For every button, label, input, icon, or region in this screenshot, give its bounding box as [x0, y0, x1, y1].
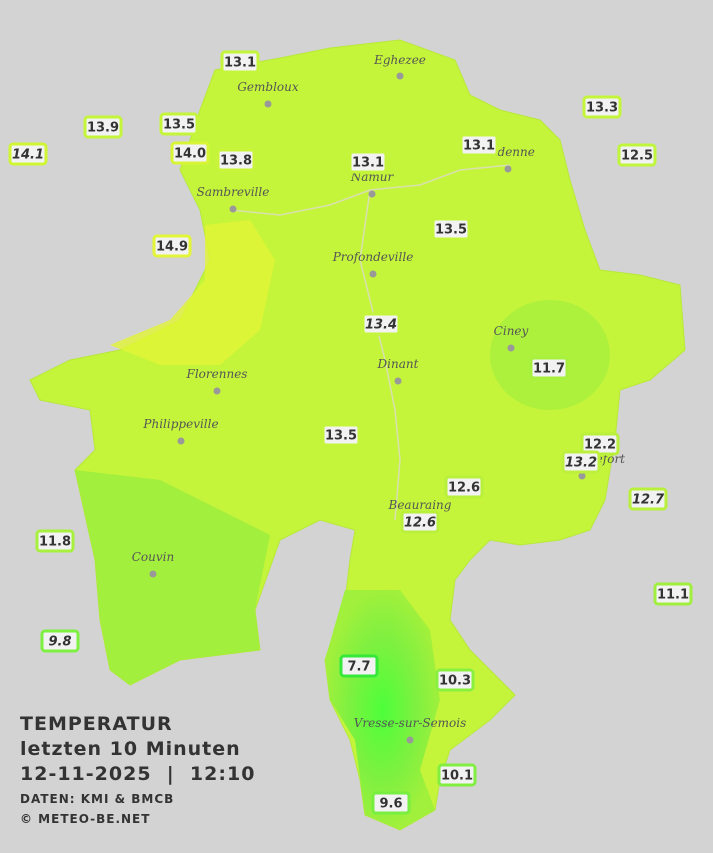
station-box	[617, 143, 657, 167]
station-value: 10.1	[441, 769, 473, 784]
station-box	[431, 217, 471, 241]
town-dot	[149, 570, 157, 578]
station-value: 13.5	[163, 118, 195, 133]
timestamp: 12-11-2025 | 12:10	[20, 763, 255, 785]
station-box	[529, 356, 569, 380]
town-dot	[578, 472, 586, 480]
town-label: Sambreville	[197, 185, 270, 199]
station-box	[361, 312, 401, 336]
station-box	[83, 115, 123, 139]
town-label: Vresse-sur-Semois	[354, 716, 467, 730]
town-dot	[369, 270, 377, 278]
town-label: Couvin	[132, 550, 174, 564]
station-box	[159, 112, 199, 136]
station-box	[444, 475, 484, 499]
station-box	[561, 450, 601, 474]
station-box	[437, 763, 477, 787]
town-dot	[396, 72, 404, 80]
station-value: 9.6	[379, 797, 402, 812]
town-label: Beauraing	[388, 498, 452, 512]
station-box	[152, 234, 192, 258]
station-box	[8, 142, 48, 166]
station-value: 13.4	[365, 318, 397, 333]
station-value: 12.7	[632, 493, 665, 508]
station-value: 13.1	[463, 139, 495, 154]
cold-zone	[325, 590, 440, 830]
station-box	[348, 150, 388, 174]
station-value: 13.9	[87, 121, 119, 136]
station-box	[400, 510, 440, 534]
station-box	[40, 629, 80, 653]
town-label: Profondeville	[332, 250, 414, 264]
station-box	[582, 95, 622, 119]
town-label: Ciney	[494, 324, 529, 338]
station-box	[371, 791, 411, 815]
station-value: 9.8	[48, 635, 71, 650]
station-value: 12.5	[621, 149, 653, 164]
town-dot	[507, 344, 515, 352]
title: TEMPERATUR	[20, 713, 173, 735]
station-value: 12.2	[584, 438, 616, 453]
station-box	[321, 423, 361, 447]
town-dot	[394, 377, 402, 385]
town-dot	[229, 205, 237, 213]
station-box	[339, 654, 379, 678]
station-value: 13.1	[224, 56, 256, 71]
station-box	[435, 668, 475, 692]
warm-zone	[110, 220, 275, 365]
title-block: TEMPERATUR letzten 10 Minuten 12-11-2025…	[20, 713, 255, 826]
station-value: 11.7	[533, 362, 565, 377]
town-label: Eghezee	[373, 53, 426, 67]
town-label: Philippeville	[142, 417, 218, 431]
station-box	[35, 529, 75, 553]
town-label: Florennes	[186, 367, 248, 381]
station-value: 13.3	[586, 101, 618, 116]
station-value: 14.0	[174, 147, 206, 162]
station-value: 12.6	[448, 481, 480, 496]
station-value: 13.8	[220, 154, 252, 169]
station-value: 13.5	[435, 223, 467, 238]
station-value: 14.1	[12, 148, 44, 163]
station-value: 11.8	[39, 535, 71, 550]
subtitle: letzten 10 Minuten	[20, 738, 241, 760]
town-label: Gembloux	[237, 80, 299, 94]
station-value: 12.6	[404, 516, 436, 531]
station-box	[459, 133, 499, 157]
copyright: © METEO-BE.NET	[20, 812, 150, 826]
station-value: 13.2	[565, 456, 597, 471]
station-value: 13.1	[352, 156, 384, 171]
town-dot	[406, 736, 414, 744]
town-label: Dinant	[377, 357, 419, 371]
station-box	[628, 487, 668, 511]
station-value: 14.9	[156, 240, 188, 255]
station-value: 10.3	[439, 674, 471, 689]
town-dot	[504, 165, 512, 173]
station-box	[216, 148, 256, 172]
cool-zone	[490, 300, 610, 410]
town-dot	[368, 190, 376, 198]
station-box	[653, 582, 693, 606]
town-dot	[264, 100, 272, 108]
station-value: 13.5	[325, 429, 357, 444]
town-dot	[177, 437, 185, 445]
station-box	[220, 50, 260, 74]
station-value: 7.7	[347, 660, 370, 675]
station-box	[170, 141, 210, 165]
town-dot	[213, 387, 221, 395]
source: DATEN: KMI & BMCB	[20, 792, 174, 806]
river	[229, 164, 511, 521]
station-value: 11.1	[657, 588, 689, 603]
cool-zone	[75, 470, 270, 685]
